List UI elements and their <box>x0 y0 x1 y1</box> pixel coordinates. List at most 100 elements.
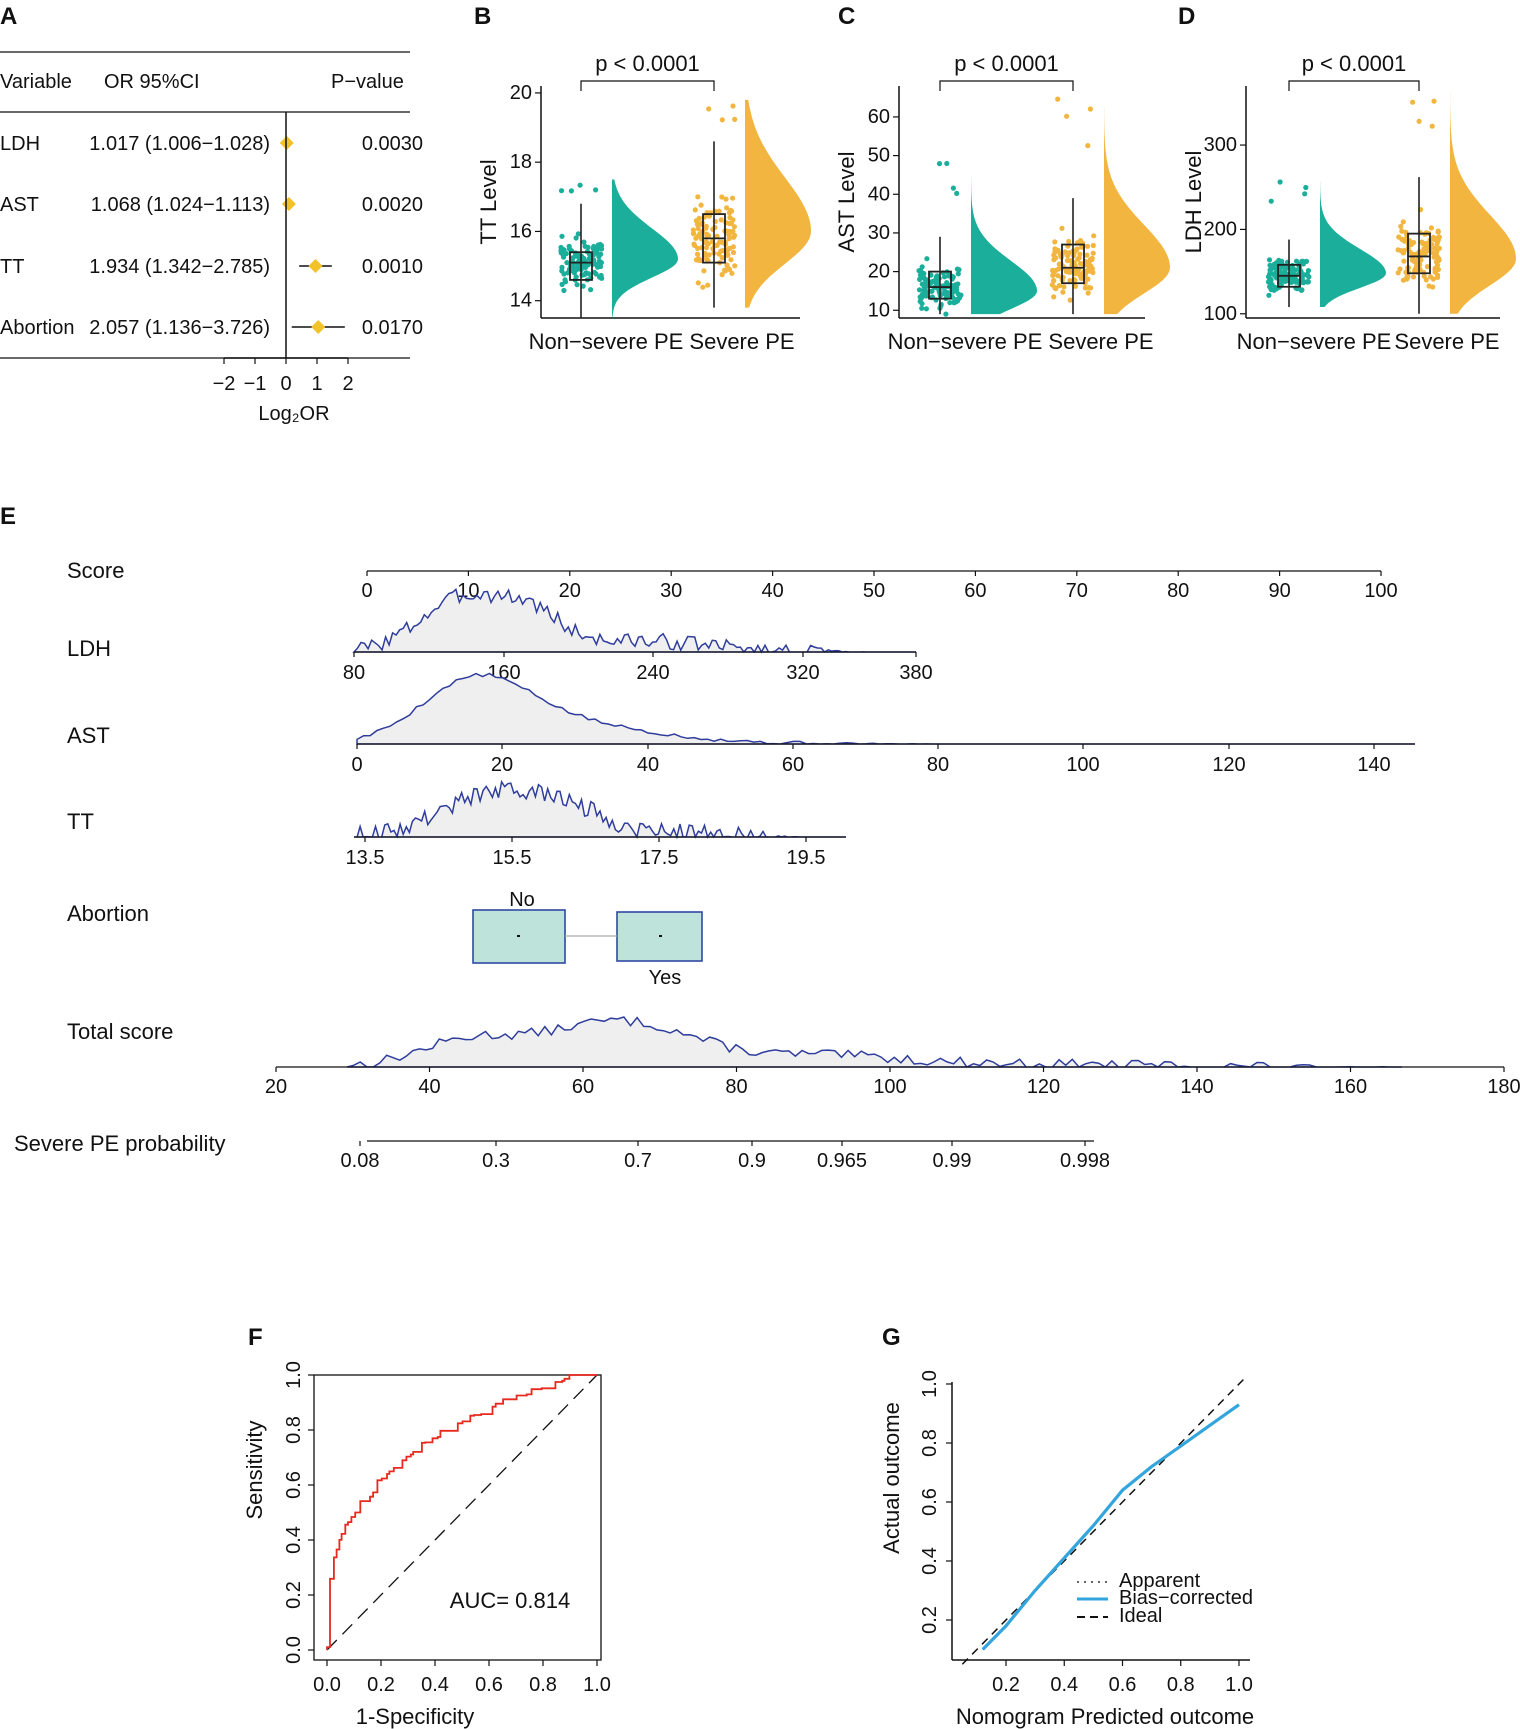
rain-point-severe <box>698 202 704 208</box>
rain-point-severe <box>1051 277 1057 284</box>
rain-point-nonsevere <box>924 256 930 262</box>
rain-point-nonsevere <box>577 182 583 188</box>
ast-tick-label: 60 <box>782 754 804 776</box>
rain-point-severe <box>1056 266 1062 272</box>
rain-x-label-nonsevere: Non−severe PE <box>888 329 1043 354</box>
rain-point-nonsevere <box>941 274 948 280</box>
ldh-tick-label: 320 <box>786 662 819 684</box>
ast-tick-label: 140 <box>1357 754 1390 776</box>
rain-point-severe <box>1056 283 1062 289</box>
ast-tick-label: 80 <box>927 754 949 776</box>
roc-x-tick-label: 1.0 <box>583 1674 611 1696</box>
rain-point-nonsevere <box>581 239 587 245</box>
rain-point-severe <box>1077 251 1083 257</box>
panel-label-e: E <box>0 503 16 530</box>
roc-y-tick-label: 0.2 <box>283 1581 305 1609</box>
rain-point-nonsevere <box>919 301 925 307</box>
rain-point-nonsevere <box>558 188 565 194</box>
rain-sig-bracket <box>580 80 715 91</box>
rain-sig-label: p < 0.0001 <box>595 51 700 76</box>
rain-point-severe <box>725 246 732 252</box>
calibration-plot: Nomogram Predicted outcome Actual outcom… <box>879 1370 1254 1729</box>
rain-point-severe <box>706 106 712 112</box>
rain-point-severe <box>732 263 738 269</box>
rain-point-severe <box>730 195 736 201</box>
forest-row-variable: AST <box>0 194 39 216</box>
calibration-x-tick-label: 0.2 <box>992 1674 1020 1696</box>
legend-label: Bias−corrected <box>1119 1587 1253 1609</box>
forest-row-marker <box>308 259 323 273</box>
rain-y-tick-label: 14 <box>510 290 532 312</box>
roc-x-tick-label: 0.4 <box>421 1674 449 1696</box>
forest-header-variable: Variable <box>0 71 72 93</box>
rain-y-tick-label: 18 <box>510 151 532 173</box>
rain-point-severe <box>1426 283 1432 289</box>
rain-point-nonsevere <box>573 253 580 259</box>
rain-point-severe <box>695 233 701 239</box>
forest-row-variable: TT <box>0 256 24 278</box>
rain-y-tick-label: 100 <box>1204 303 1237 325</box>
rain-sig-bracket <box>939 80 1074 91</box>
rain-density-nonsevere <box>971 151 1037 315</box>
rain-point-nonsevere <box>1281 270 1287 276</box>
rain-point-nonsevere <box>591 243 597 250</box>
rain-point-nonsevere <box>956 267 962 273</box>
rain-point-severe <box>1409 257 1415 263</box>
rain-point-nonsevere <box>1276 257 1282 263</box>
rain-x-label-severe: Severe PE <box>689 329 794 354</box>
rain-point-nonsevere <box>1267 284 1273 290</box>
rain-point-severe <box>1434 241 1440 247</box>
rain-point-severe <box>1395 247 1401 253</box>
rain-point-severe <box>1053 255 1059 261</box>
rain-point-nonsevere <box>1293 258 1300 264</box>
rain-point-severe <box>1084 252 1090 258</box>
rain-point-nonsevere <box>559 246 565 252</box>
roc-plot: 1-Specificity Sensitivity AUC= 0.814 0.0… <box>242 1361 611 1729</box>
rain-point-severe <box>730 249 737 256</box>
abortion-level-yes: Yes <box>649 967 682 989</box>
forest-x-tick-label: 0 <box>280 373 291 395</box>
score-tick-label: 30 <box>660 580 682 602</box>
rain-point-severe <box>1423 277 1429 283</box>
rain-point-severe <box>1401 237 1407 243</box>
rain-point-severe <box>1084 243 1091 249</box>
rain-point-severe <box>1090 250 1096 256</box>
calibration-y-tick-label: 0.4 <box>919 1547 941 1575</box>
rain-point-nonsevere <box>1267 279 1273 285</box>
forest-x-tick-label: −1 <box>244 373 267 395</box>
rain-point-nonsevere <box>1293 277 1299 283</box>
rain-point-severe <box>1061 284 1067 290</box>
rain-point-nonsevere <box>579 272 585 278</box>
forest-row-or-ci: 1.934 (1.342−2.785) <box>89 256 270 278</box>
rain-x-label-severe: Severe PE <box>1394 329 1499 354</box>
rain-point-nonsevere <box>922 292 928 298</box>
calibration-y-label: Actual outcome <box>879 1402 904 1554</box>
rain-point-nonsevere <box>1306 274 1312 280</box>
rain-point-severe <box>1408 241 1414 248</box>
rain-point-severe <box>730 217 736 223</box>
rain-point-nonsevere <box>943 311 949 317</box>
score-tick-label: 50 <box>863 580 885 602</box>
rain-point-nonsevere <box>592 261 599 267</box>
nomogram-label-tt: TT <box>67 809 94 834</box>
rain-point-nonsevere <box>560 252 566 258</box>
total-tick-label: 20 <box>265 1076 287 1098</box>
rain-point-severe <box>728 207 734 213</box>
rain-point-severe <box>1410 274 1417 280</box>
rain-y-tick-label: 20 <box>868 261 890 283</box>
score-tick-label: 90 <box>1268 580 1290 602</box>
rain-point-nonsevere <box>947 300 953 306</box>
forest-x-tick-label: 1 <box>311 373 322 395</box>
rain-y-tick-label: 60 <box>868 106 890 128</box>
rain-y-label: AST Level <box>834 151 859 252</box>
roc-y-label: Sensitivity <box>242 1420 267 1519</box>
total-tick-label: 40 <box>418 1076 440 1098</box>
panel-label-g: G <box>882 1324 901 1351</box>
rain-box-nonsevere <box>569 251 593 281</box>
rain-point-severe <box>1090 242 1096 249</box>
prob-tick-label: 0.3 <box>482 1150 510 1172</box>
rain-point-severe <box>1087 106 1093 112</box>
tt-tick-label: 17.5 <box>640 847 679 869</box>
rain-point-nonsevere <box>599 246 605 252</box>
abortion-level-no: No <box>509 889 535 911</box>
